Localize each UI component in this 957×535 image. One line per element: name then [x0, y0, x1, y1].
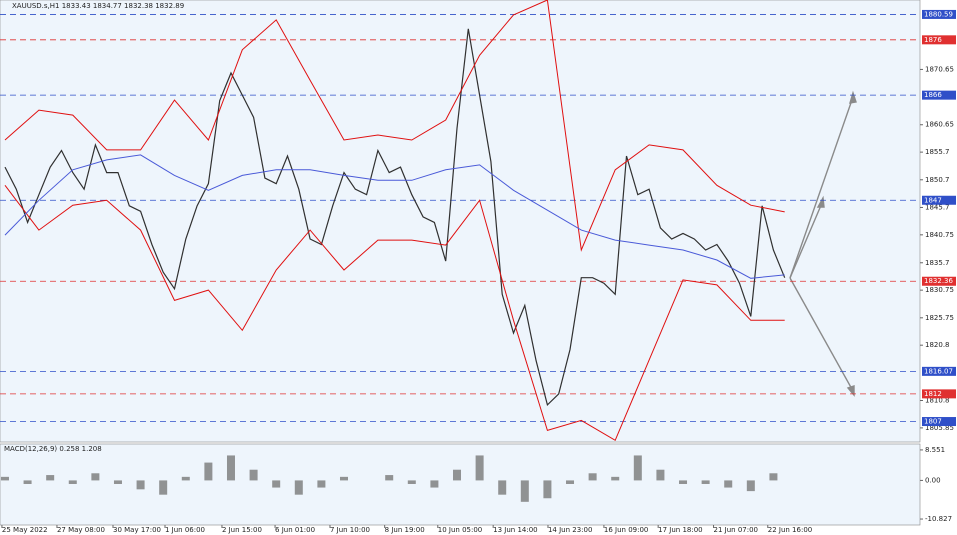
price-panel [0, 0, 921, 443]
x-tick-label: 6 Jun 01:00 [275, 526, 315, 534]
macd-bar [430, 480, 439, 488]
x-tick-label: 25 May 2022 [2, 526, 48, 534]
macd-bar [339, 476, 348, 481]
macd-bar [633, 455, 642, 481]
level-label: 1832.36 [924, 277, 953, 285]
y-tick-label: 1810.8 [925, 397, 950, 405]
level-label: 1880.59 [924, 10, 953, 18]
y-tick-label: 1860.65 [925, 121, 954, 129]
level-label-box [922, 195, 956, 205]
x-tick-label: 13 Jun 14:00 [493, 526, 537, 534]
level-label-box [922, 90, 956, 100]
x-tick-label: 21 Jun 07:00 [714, 526, 758, 534]
macd-bar [181, 476, 190, 481]
macd-bar [566, 480, 575, 484]
x-tick-label: 30 May 17:00 [113, 526, 161, 534]
x-tick-label: 1 Jun 06:00 [165, 526, 205, 534]
y-tick-label: 1845.7 [925, 203, 950, 211]
y-tick-label: 1870.65 [925, 65, 954, 73]
y-tick-label: 1855.7 [925, 148, 950, 156]
level-label-box [922, 389, 956, 399]
y-tick-label: -10.827 [925, 515, 952, 523]
macd-bar [91, 473, 100, 481]
projection-arrows [789, 90, 857, 397]
x-tick-label: 14 Jun 23:00 [548, 526, 592, 534]
macd-bar [46, 475, 55, 481]
level-label: 1876 [924, 36, 942, 44]
y-tick-label: 0.00 [925, 476, 941, 484]
level-label-box [922, 417, 956, 427]
macd-bar [204, 462, 213, 481]
macd-bar [611, 476, 620, 481]
x-tick-label: 27 May 08:00 [57, 526, 105, 534]
macd-bar [746, 480, 755, 492]
macd-bar [475, 455, 484, 481]
y-tick-label: 1830.75 [925, 286, 954, 294]
level-label: 1812 [924, 390, 942, 398]
level-label-box [922, 9, 956, 19]
macd-bar [159, 480, 168, 495]
macd-bar [68, 480, 77, 484]
series-line [4, 184, 785, 442]
macd-bar [543, 480, 552, 499]
macd-panel [0, 443, 921, 526]
chart-title: XAUUSD.s,H1 1833.43 1834.77 1832.38 1832… [12, 2, 184, 10]
macd-bar [0, 476, 9, 481]
x-tick-label: 17 Jun 18:00 [658, 526, 702, 534]
y-tick-label: 1805.85 [925, 424, 954, 432]
macd-bar [294, 480, 303, 495]
x-tick-label: 10 Jun 05:00 [438, 526, 482, 534]
macd-title: MACD(12,26,9) 0.258 1.208 [4, 445, 102, 453]
macd-bar [498, 480, 507, 495]
macd-bar [407, 480, 416, 484]
level-label: 1847 [924, 196, 942, 204]
y-tick-label: 1825.75 [925, 314, 954, 322]
x-tick-label: 16 Jun 09:00 [604, 526, 648, 534]
y-tick-label: 8.551 [925, 446, 945, 454]
x-tick-label: 8 Jun 19:00 [385, 526, 425, 534]
x-tick-label: 2 Jun 15:00 [222, 526, 262, 534]
macd-bar [701, 480, 710, 484]
macd-bar [226, 455, 235, 481]
macd-bar [724, 480, 733, 488]
level-label: 1807 [924, 418, 942, 426]
macd-bar [113, 480, 122, 484]
x-tick-label: 7 Jun 10:00 [330, 526, 370, 534]
x-tick-label: 22 Jun 16:00 [768, 526, 812, 534]
macd-bar [136, 480, 145, 490]
macd-bar [23, 480, 32, 484]
macd-bar [272, 480, 281, 488]
y-tick-label: 1850.7 [925, 176, 950, 184]
level-label-box [922, 366, 956, 376]
macd-bar [656, 469, 665, 481]
macd-bar [769, 473, 778, 481]
level-label-box [922, 276, 956, 286]
macd-bar [520, 480, 529, 502]
macd-bar [453, 469, 462, 481]
level-label: 1866 [924, 91, 942, 99]
y-tick-label: 1840.75 [925, 231, 954, 239]
macd-bar [385, 475, 394, 481]
level-label: 1816.07 [924, 367, 953, 375]
y-tick-label: 1820.8 [925, 341, 950, 349]
macd-bar [317, 480, 326, 488]
series-line [4, 0, 785, 252]
macd-bar [679, 480, 688, 484]
y-tick-label: 1835.7 [925, 259, 950, 267]
series-line [4, 28, 786, 407]
macd-bar [588, 473, 597, 481]
series-line [4, 154, 785, 279]
macd-bar [249, 469, 258, 481]
level-label-box [922, 35, 956, 45]
